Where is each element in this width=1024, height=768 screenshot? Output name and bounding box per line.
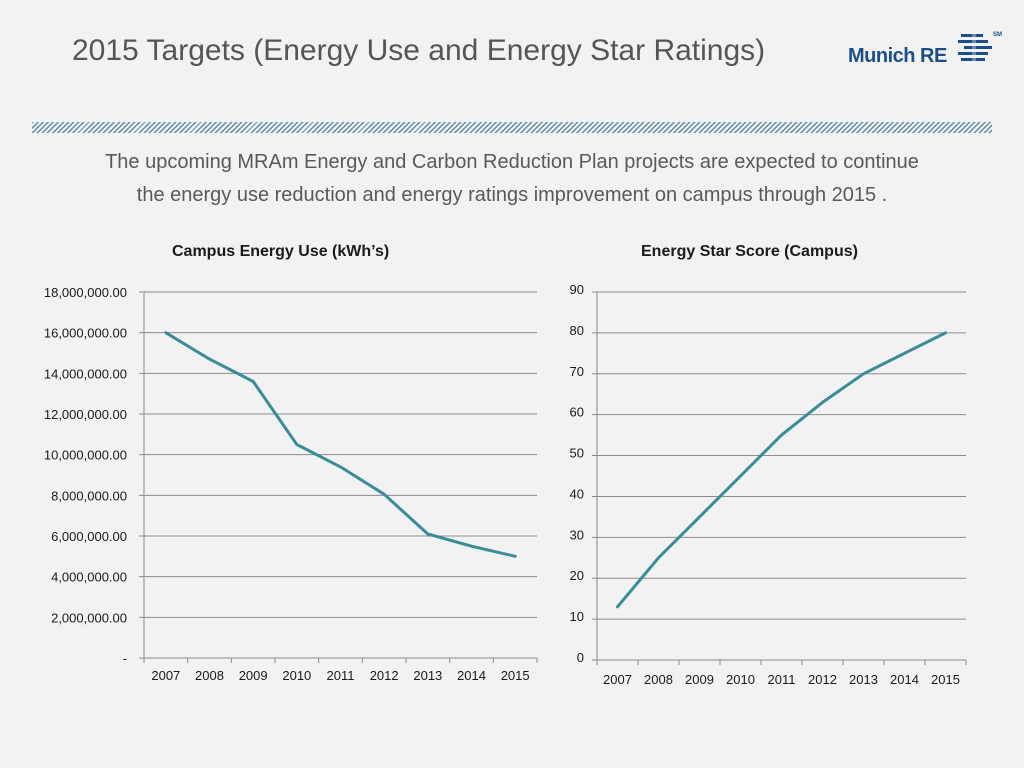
data-point xyxy=(862,372,865,375)
x-tick-label: 2009 xyxy=(239,668,268,683)
y-tick-label: 70 xyxy=(570,364,584,379)
y-tick-label: 4,000,000.00 xyxy=(51,570,127,585)
y-tick-label: 12,000,000.00 xyxy=(44,407,127,422)
x-tick-label: 2009 xyxy=(685,672,714,687)
y-tick-label: 80 xyxy=(570,323,584,338)
x-tick-label: 2015 xyxy=(931,672,960,687)
y-tick-label: 60 xyxy=(570,405,584,420)
munich-re-logo: Munich RE SM xyxy=(848,32,1002,72)
intro-line-1: The upcoming MRAm Energy and Carbon Redu… xyxy=(105,151,919,173)
data-point xyxy=(382,493,386,496)
x-tick-label: 2014 xyxy=(457,668,486,683)
data-point xyxy=(251,380,255,383)
munich-re-mark-icon xyxy=(958,34,992,61)
series-line xyxy=(164,331,517,558)
y-tick-label: - xyxy=(123,651,127,666)
y-tick-label: 20 xyxy=(570,568,584,583)
y-tick-label: 14,000,000.00 xyxy=(44,366,127,381)
x-tick-label: 2010 xyxy=(282,668,311,683)
x-tick-label: 2011 xyxy=(768,672,796,687)
data-point xyxy=(616,605,619,609)
x-tick-label: 2007 xyxy=(603,672,632,687)
y-tick-label: 30 xyxy=(570,527,584,542)
y-tick-label: 90 xyxy=(570,282,584,297)
intro-line-2: the energy use reduction and energy rati… xyxy=(136,184,888,206)
data-point xyxy=(821,401,824,404)
x-tick-label: 2013 xyxy=(849,672,878,687)
x-tick-label: 2012 xyxy=(808,672,837,687)
data-point xyxy=(513,555,517,558)
x-tick-label: 2012 xyxy=(370,668,399,683)
y-tick-label: 18,000,000.00 xyxy=(44,285,127,300)
data-point xyxy=(208,357,211,361)
energy-use-chart-title: Campus Energy Use (kWh’s) xyxy=(172,243,390,260)
intro-text: The upcoming MRAm Energy and Carbon Redu… xyxy=(20,146,1004,212)
y-tick-label: 40 xyxy=(570,486,584,501)
data-point xyxy=(780,433,783,437)
y-tick-label: 16,000,000.00 xyxy=(44,326,127,341)
logo-text: Munich RE xyxy=(848,45,947,67)
slide-title: 2015 Targets (Energy Use and Energy Star… xyxy=(72,34,766,67)
x-tick-label: 2007 xyxy=(151,668,180,683)
data-point xyxy=(698,515,701,519)
x-tick-label: 2008 xyxy=(644,672,673,687)
data-point xyxy=(426,532,430,536)
y-tick-label: 6,000,000.00 xyxy=(51,529,127,544)
data-point xyxy=(944,331,947,335)
x-tick-label: 2008 xyxy=(195,668,224,683)
data-point xyxy=(339,465,342,469)
data-point xyxy=(657,556,660,559)
x-tick-label: 2015 xyxy=(501,668,530,683)
decorative-divider xyxy=(32,122,992,133)
y-tick-label: 10 xyxy=(570,609,584,624)
service-mark: SM xyxy=(993,32,1002,38)
data-point xyxy=(470,544,473,548)
energy-star-chart-title: Energy Star Score (Campus) xyxy=(641,243,858,260)
y-tick-label: 10,000,000.00 xyxy=(44,448,127,463)
data-point xyxy=(295,443,299,446)
x-tick-label: 2011 xyxy=(327,668,355,683)
x-tick-label: 2013 xyxy=(413,668,442,683)
energy-use-chart: - 2,000,000.00 4,000,000.00 6,000,000.00 8,0… xyxy=(44,285,538,683)
y-tick-label: 2,000,000.00 xyxy=(51,610,127,625)
x-tick-label: 2010 xyxy=(726,672,755,687)
y-tick-label: 0 xyxy=(577,650,584,665)
data-point xyxy=(739,474,742,478)
x-tick-label: 2014 xyxy=(890,672,919,687)
y-tick-label: 50 xyxy=(570,446,584,461)
data-point xyxy=(164,331,168,334)
energy-star-chart: 0 10 20 30 40 50 60 70 80 90 2007 2008 2009 2010 2011 2… xyxy=(570,282,967,687)
y-tick-label: 8,000,000.00 xyxy=(51,488,127,503)
data-point xyxy=(903,352,906,355)
